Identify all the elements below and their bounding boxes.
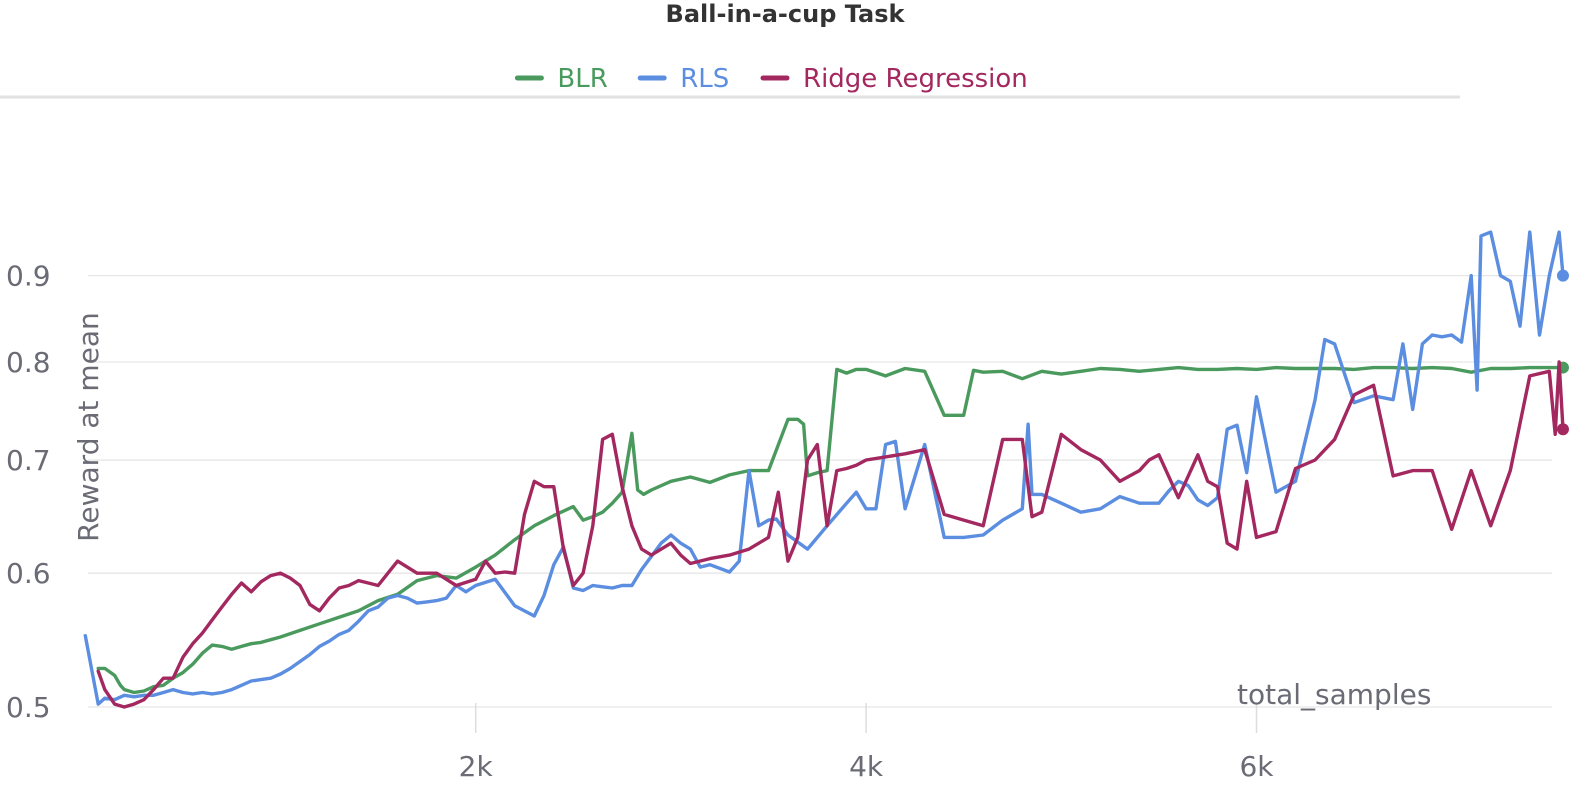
grid-lines <box>88 274 1552 708</box>
x-tick-label-2k: 2k <box>459 750 494 783</box>
legend: BLR RLS Ridge Regression <box>514 64 1028 94</box>
series-line-ridge-regression <box>96 360 1565 709</box>
series-lines <box>83 230 1569 709</box>
y-axis-tick-labels: 0.5 0.6 0.7 0.8 0.9 <box>6 260 51 724</box>
y-tick-label-0.6: 0.6 <box>6 557 51 590</box>
legend-label-rls: RLS <box>680 64 729 94</box>
x-axis-ticks: 2k 4k 6k <box>459 703 1274 783</box>
y-tick-label-0.8: 0.8 <box>6 346 51 379</box>
legend-label-blr: BLR <box>557 64 607 94</box>
y-tick-label-0.9: 0.9 <box>6 260 51 293</box>
series-endpoint-rls <box>1556 269 1569 282</box>
series-endpoint-ridge-regression <box>1556 423 1569 436</box>
y-axis-label: Reward at mean <box>72 312 105 542</box>
x-tick-label-6k: 6k <box>1239 750 1274 783</box>
legend-label-ridge-regression: Ridge Regression <box>803 64 1028 94</box>
x-tick-label-4k: 4k <box>849 750 884 783</box>
y-tick-label-0.7: 0.7 <box>6 444 51 477</box>
x-axis-label: total_samples <box>1237 678 1431 711</box>
y-tick-label-0.5: 0.5 <box>6 691 51 724</box>
series-line-rls <box>83 230 1565 706</box>
series-line-blr <box>96 365 1565 695</box>
chart-title: Ball-in-a-cup Task <box>666 0 906 28</box>
